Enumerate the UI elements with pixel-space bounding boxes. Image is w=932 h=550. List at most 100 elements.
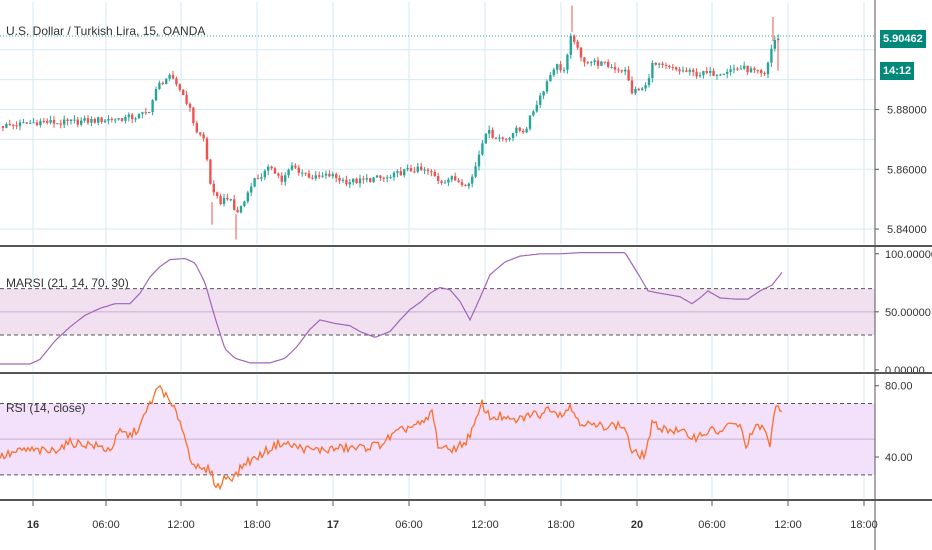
candle-body: [399, 171, 402, 176]
candle-body: [124, 117, 127, 121]
candle-body: [35, 122, 39, 126]
candle-body: [528, 115, 532, 129]
candle-body: [103, 120, 107, 123]
candle-body: [362, 178, 365, 180]
candle-body: [556, 64, 559, 70]
candle-body: [586, 62, 589, 64]
candle-body: [42, 120, 45, 122]
candle-body: [273, 168, 277, 174]
candle-body: [481, 143, 484, 155]
candle-body: [702, 71, 705, 76]
candle-body: [654, 62, 657, 65]
candle-body: [756, 70, 759, 72]
candle-body: [705, 71, 708, 73]
candle-body: [117, 118, 120, 120]
candle-body: [620, 70, 623, 72]
candle-body: [318, 175, 321, 177]
candle-body: [549, 75, 552, 82]
candle-body: [460, 182, 464, 186]
candle-body: [413, 171, 416, 173]
candle-body: [205, 138, 209, 160]
candle-body: [32, 122, 35, 124]
candle-body: [681, 70, 685, 72]
candle-body: [743, 65, 746, 69]
candle-body: [647, 78, 651, 86]
last-price-tag: 5.90462: [880, 30, 926, 48]
candle-body: [185, 95, 188, 104]
candle-body: [219, 196, 222, 205]
candle-body: [583, 57, 586, 63]
candle-body: [8, 123, 11, 125]
candle-body: [753, 68, 756, 71]
candle-body: [355, 178, 358, 184]
candle-body: [56, 123, 59, 125]
candle-body: [151, 100, 154, 113]
candle-body: [603, 61, 606, 63]
candle-body: [335, 174, 338, 179]
candle-body: [552, 69, 555, 76]
candle-body: [324, 173, 328, 176]
candle-body: [352, 178, 355, 183]
candle-body: [668, 65, 671, 68]
candle-body: [39, 120, 42, 126]
candle-body: [430, 171, 433, 173]
candle-body: [328, 173, 331, 177]
candle-body: [644, 85, 647, 89]
candle-body: [658, 63, 661, 65]
candle-body: [222, 197, 226, 205]
candle-body: [369, 178, 372, 183]
candle-body: [86, 118, 90, 123]
candle-body: [766, 62, 770, 75]
x-tick-label: 06:00: [92, 519, 120, 531]
candle-body: [542, 91, 545, 96]
candle-body: [518, 127, 521, 131]
candle-body: [284, 175, 287, 182]
candle-body: [5, 123, 8, 128]
x-tick-label: 17: [327, 519, 339, 531]
candle-body: [722, 73, 725, 75]
candle-body: [192, 107, 195, 124]
candle-body: [732, 68, 736, 70]
candle-body: [25, 122, 28, 124]
candle-body: [175, 78, 178, 85]
candle-body: [698, 75, 702, 77]
x-tick-label: 06:00: [395, 519, 423, 531]
candle-body: [49, 120, 52, 123]
candle-body: [508, 137, 511, 140]
candle-body: [539, 95, 542, 105]
candle-body: [678, 69, 681, 72]
candle-body: [535, 104, 538, 112]
candle-body: [736, 68, 739, 70]
candle-body: [165, 78, 168, 85]
candle-body: [250, 186, 253, 193]
candle-body: [505, 138, 508, 140]
candle-body: [651, 62, 654, 79]
candle-body: [488, 129, 491, 134]
candle-body: [715, 74, 719, 76]
candle-body: [379, 175, 382, 178]
y-tick-label: 100.00000: [885, 249, 932, 261]
x-tick-label: 18:00: [850, 519, 878, 531]
candle-body: [236, 209, 239, 213]
candle-body: [229, 199, 232, 201]
candle-body: [627, 69, 630, 81]
candle-body: [297, 167, 300, 173]
candle-body: [148, 112, 151, 114]
candle-body: [396, 171, 399, 173]
candle-body: [358, 178, 362, 184]
candle-body: [131, 114, 134, 119]
candle-body: [256, 178, 260, 180]
candle-body: [29, 122, 32, 124]
candle-body: [321, 175, 324, 177]
candle-body: [746, 65, 749, 73]
x-tick-label: 12:00: [774, 519, 802, 531]
candle-body: [97, 117, 100, 123]
x-tick-label: 12:00: [471, 519, 499, 531]
candle-body: [641, 88, 644, 91]
candle-body: [260, 177, 263, 179]
candle-body: [695, 71, 698, 77]
candle-body: [664, 64, 668, 66]
candle-body: [579, 47, 583, 58]
candle-body: [341, 179, 345, 181]
